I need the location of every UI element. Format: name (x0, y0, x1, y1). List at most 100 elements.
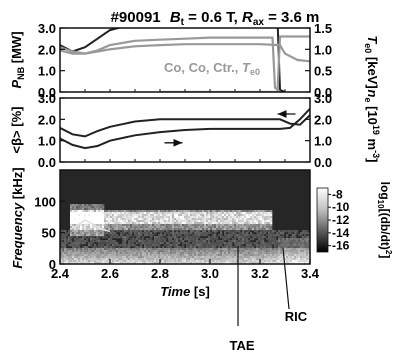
spectrogram-cell (256, 220, 259, 223)
spectrogram-cell (250, 218, 253, 221)
spectrogram-cell (178, 262, 181, 265)
spectrogram-cell (244, 224, 247, 227)
spectrogram-cell (304, 236, 307, 239)
spectrogram-cell (192, 222, 195, 225)
spectrogram-cell (140, 256, 143, 259)
spectrogram-cell (214, 234, 217, 237)
spectrogram-cell (268, 224, 271, 227)
spectrogram-cell (124, 218, 127, 221)
spectrogram-cell (222, 210, 225, 213)
spectrogram-cell (234, 224, 237, 227)
spectrogram-cell (270, 242, 273, 245)
spectrogram-cell (240, 256, 243, 259)
spectrogram-cell (164, 212, 167, 215)
spectrogram-cell (130, 228, 133, 231)
spectrogram-cell (134, 230, 137, 233)
spectrogram-cell (110, 250, 113, 253)
spectrogram-cell (126, 216, 129, 219)
spectrogram-cell (188, 238, 191, 241)
spectrogram-cell (202, 216, 205, 219)
spectrogram-cell (118, 224, 121, 227)
colorbar (316, 187, 329, 253)
spectrogram-cell (82, 236, 85, 239)
spectrogram-cell (246, 210, 249, 213)
spectrogram-cell (232, 230, 235, 233)
spectrogram-cell (214, 246, 217, 249)
spectrogram-cell (240, 258, 243, 261)
spectrogram-cell (74, 248, 77, 251)
spectrogram-cell (142, 224, 145, 227)
spectrogram-cell (188, 216, 191, 219)
spectrogram-cell (244, 220, 247, 223)
spectrogram-cell (270, 256, 273, 259)
spectrogram-cell (122, 228, 125, 231)
spectrogram-cell (178, 214, 181, 217)
spectrogram-cell (126, 248, 129, 251)
spectrogram-cell (114, 226, 117, 229)
spectrogram-cell (66, 232, 69, 235)
spectrogram-cell (194, 240, 197, 243)
spectrogram-cell (72, 250, 75, 253)
spectrogram-cell (152, 210, 155, 213)
ytick-label: 50 (42, 226, 56, 241)
spectrogram-cell (152, 216, 155, 219)
spectrogram-cell (166, 246, 169, 249)
spectrogram-cell (64, 240, 67, 243)
spectrogram-cell (94, 210, 97, 213)
spectrogram-cell (128, 242, 131, 245)
spectrogram-cell (238, 244, 241, 247)
spectrogram-cell (64, 254, 67, 257)
series-line-1 (60, 28, 286, 92)
spectrogram-cell (110, 242, 113, 245)
spectrogram-cell (240, 226, 243, 229)
spectrogram-cell (214, 248, 217, 251)
spectrogram-cell (188, 218, 191, 221)
spectrogram-cell (252, 252, 255, 255)
spectrogram-cell (186, 218, 189, 221)
spectrogram-cell (190, 258, 193, 261)
spectrogram-cell (76, 204, 79, 207)
spectrogram-cell (136, 254, 139, 257)
spectrogram-cell (108, 232, 111, 235)
ytick-label: 0 (49, 257, 56, 272)
top-panel-legend: Co, Co, Ctr., Te0 (164, 60, 260, 77)
spectrogram-cell (66, 238, 69, 241)
spectrogram-cell (86, 262, 89, 265)
spectrogram-cell (158, 224, 161, 227)
spectrogram-cell (238, 226, 241, 229)
spectrogram-cell (238, 234, 241, 237)
spectrogram-cell (92, 228, 95, 231)
spectrogram-cell (302, 244, 305, 247)
spectrogram-cell (108, 260, 111, 263)
spectrogram-cell (132, 236, 135, 239)
spectrogram-cell (90, 218, 93, 221)
spectrogram-cell (242, 238, 245, 241)
spectrogram-cell (166, 226, 169, 229)
spectrogram-cell (264, 222, 267, 225)
spectrogram-cell (184, 260, 187, 263)
spectrogram-cell (202, 246, 205, 249)
spectrogram-cell (202, 220, 205, 223)
spectrogram-cell (110, 216, 113, 219)
spectrogram-cell (118, 222, 121, 225)
spectrogram-cell (152, 258, 155, 261)
spectrogram-cell (154, 256, 157, 259)
spectrogram-cell (138, 228, 141, 231)
spectrogram-cell (264, 246, 267, 249)
spectrogram-cell (276, 248, 279, 251)
spectrogram-cell (282, 232, 285, 235)
spectrogram-cell (220, 216, 223, 219)
spectrogram-cell (64, 230, 67, 233)
spectrogram-cell (62, 236, 65, 239)
spectrogram-cell (268, 240, 271, 243)
spectrogram-cell (224, 212, 227, 215)
spectrogram-cell (66, 262, 69, 265)
spectrogram-cell (212, 256, 215, 259)
spectrogram-cell (246, 214, 249, 217)
spectrogram-cell (116, 242, 119, 245)
spectrogram-cell (190, 222, 193, 225)
spectrogram-cell (308, 232, 311, 235)
spectrogram-cell (126, 236, 129, 239)
spectrogram-cell (92, 210, 95, 213)
